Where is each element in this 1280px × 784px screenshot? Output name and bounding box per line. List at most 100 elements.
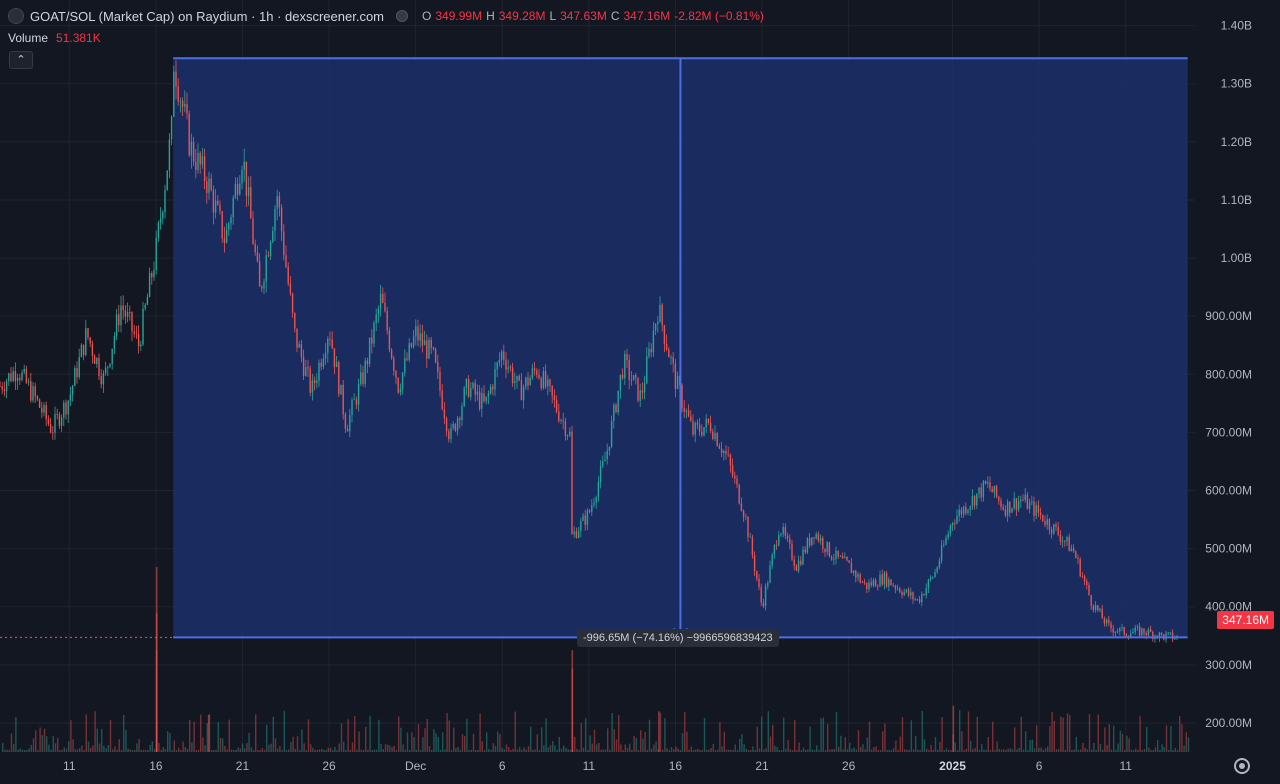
gear-icon[interactable] — [1234, 758, 1250, 774]
candle-body — [492, 386, 494, 390]
volume-bar — [549, 745, 552, 752]
volume-bar — [1128, 738, 1130, 752]
candle-body — [243, 161, 245, 170]
candle-body — [397, 377, 399, 393]
volume-bar — [972, 749, 974, 752]
candle-body — [1002, 507, 1004, 510]
volume-bar — [712, 743, 714, 752]
candle-body — [192, 141, 195, 162]
candle-body — [10, 373, 12, 381]
volume-bar — [336, 749, 338, 752]
candle-body — [69, 394, 72, 401]
candle-body — [162, 212, 164, 219]
candle-body — [533, 368, 536, 371]
volume-bar — [248, 732, 250, 752]
volume-bar — [15, 717, 17, 752]
candle-body — [1101, 608, 1103, 619]
volume-bar — [833, 749, 835, 752]
candle-body — [454, 424, 457, 431]
volume-bar — [83, 749, 85, 752]
x-tick-label: 6 — [1036, 759, 1043, 773]
candle-body — [366, 360, 369, 365]
candle-body — [1075, 551, 1077, 558]
volume-bar — [813, 749, 816, 752]
candle-body — [637, 377, 639, 401]
volume-bar — [1033, 748, 1036, 752]
candle-body — [272, 230, 274, 243]
volume-bar — [131, 749, 134, 752]
candle-body — [650, 348, 652, 353]
candle-body — [71, 385, 74, 395]
volume-bar — [974, 747, 976, 752]
candle-body — [498, 359, 501, 363]
volume-bar — [516, 749, 519, 752]
open-key: O — [422, 9, 432, 23]
candle-body — [63, 402, 65, 418]
volume-bar — [461, 734, 464, 752]
volume-bar — [32, 738, 35, 752]
volume-bar — [1011, 749, 1014, 752]
candle-body — [173, 71, 175, 117]
candle-body — [606, 450, 608, 460]
candle-body — [690, 416, 692, 421]
candle-body — [113, 335, 116, 349]
volume-bar — [642, 738, 644, 752]
volume-bar — [59, 749, 61, 752]
volume-bar — [855, 749, 857, 752]
volume-bar — [26, 749, 28, 752]
price-axis[interactable]: 1.40B 1.30B 1.20B 1.10B 1.00B 900.00M 800.00M 7… — [1205, 19, 1252, 730]
volume-bar — [1058, 749, 1060, 752]
candle-body — [274, 208, 276, 231]
candle-body — [476, 391, 479, 395]
eye-icon[interactable] — [396, 10, 409, 22]
candle-body — [619, 374, 622, 391]
candle-body — [87, 328, 89, 338]
candle-body — [544, 371, 547, 387]
candle-body — [525, 377, 527, 387]
candle-body — [316, 380, 318, 384]
candle-body — [102, 373, 105, 385]
candle-body — [170, 116, 173, 140]
candle-body — [153, 269, 155, 278]
candle-body — [566, 435, 569, 437]
volume-bar — [263, 749, 266, 752]
candle-body — [1055, 524, 1057, 527]
time-axis[interactable]: 11 16 21 26 Dec 6 11 16 21 26 2025 6 11 — [63, 759, 1132, 773]
volume-bar — [1148, 747, 1150, 752]
volume-bar — [24, 749, 26, 752]
volume-bar — [367, 749, 369, 752]
candle-body — [624, 353, 626, 379]
volume-bar — [613, 729, 615, 752]
volume-bar — [541, 727, 543, 752]
candle-body — [1072, 548, 1075, 552]
volume-bar — [112, 749, 114, 752]
candle-body — [549, 379, 551, 386]
candle-body — [54, 414, 56, 433]
candle-body — [1167, 632, 1169, 634]
candle-body — [1103, 618, 1106, 624]
y-tick-label: 1.10B — [1221, 193, 1252, 207]
volume-bar — [325, 749, 327, 752]
volume-bar — [1102, 749, 1104, 752]
volume-bar — [211, 749, 213, 752]
candle-body — [1158, 632, 1161, 639]
candle-body — [1006, 501, 1009, 516]
candle-body — [954, 522, 956, 524]
candle-body — [351, 399, 353, 415]
candle-body — [1086, 581, 1088, 586]
volume-bar — [171, 749, 173, 752]
collapse-legend-button[interactable]: ⌃ — [9, 51, 33, 69]
volume-bar — [1172, 749, 1174, 752]
volume-bar — [791, 749, 794, 752]
candle-body — [734, 475, 736, 479]
candle-body — [718, 445, 721, 449]
volume-bar — [453, 727, 455, 752]
volume-bar — [450, 749, 453, 752]
volume-bar — [442, 732, 444, 752]
volume-bar — [998, 748, 1000, 752]
volume-bar — [763, 749, 765, 752]
volume-bar — [206, 723, 208, 752]
symbol-title[interactable]: GOAT/SOL (Market Cap) on Raydium · 1h · … — [30, 8, 385, 24]
volume-bar — [1135, 748, 1137, 752]
